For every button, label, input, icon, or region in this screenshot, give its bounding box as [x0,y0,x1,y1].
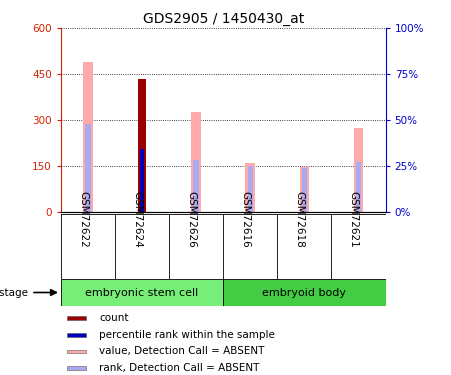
Bar [67,366,86,370]
Text: GSM72621: GSM72621 [349,190,359,248]
Bar [299,168,309,212]
Bar [67,316,86,320]
Bar [245,163,255,212]
Text: development stage: development stage [0,288,28,297]
Bar [61,279,223,306]
Bar [193,160,199,212]
Text: percentile rank within the sample: percentile rank within the sample [99,330,275,340]
Bar [302,168,307,212]
Text: value, Detection Call = ABSENT: value, Detection Call = ABSENT [99,346,264,356]
Bar [223,279,386,306]
Text: count: count [99,313,129,323]
Bar [67,350,86,353]
Text: embryonic stem cell: embryonic stem cell [85,288,199,297]
Bar [85,124,91,212]
Title: GDS2905 / 1450430_at: GDS2905 / 1450430_at [143,12,304,26]
Bar [83,62,93,212]
Text: GSM72624: GSM72624 [132,190,142,248]
Bar [356,162,361,212]
Text: GSM72622: GSM72622 [78,190,88,248]
Bar [67,333,86,337]
Text: rank, Detection Call = ABSENT: rank, Detection Call = ABSENT [99,363,259,373]
Bar [248,166,253,212]
Bar [140,149,144,212]
Text: embryoid body: embryoid body [262,288,346,297]
Bar [191,112,201,212]
Bar [138,79,147,212]
Bar [354,128,364,212]
Text: GSM72618: GSM72618 [295,190,304,248]
Text: GSM72626: GSM72626 [186,190,196,248]
Text: GSM72616: GSM72616 [240,190,250,248]
